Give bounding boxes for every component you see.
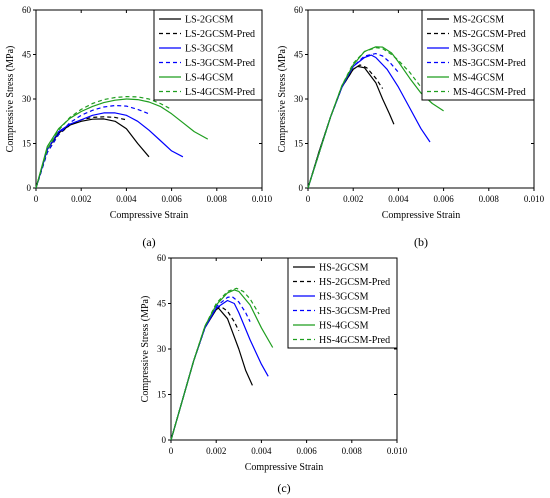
panel-label: (b) — [414, 235, 428, 249]
y-tick-label: 15 — [157, 390, 167, 400]
series-line-ls-2gcsm — [35, 118, 150, 189]
legend-label: MS-3GCSM-Pred — [453, 58, 526, 69]
series-line-ls-2gcsm-pred — [35, 116, 127, 189]
legend-box — [421, 9, 535, 101]
legend-label: HS-4GCSM — [319, 321, 369, 332]
y-tick-label: 0 — [299, 183, 304, 193]
legend-label: MS-2GCSM-Pred — [453, 29, 526, 40]
x-tick-label: 0.010 — [524, 194, 545, 204]
legend-label: HS-3GCSM-Pred — [319, 306, 390, 317]
legend-label: LS-2GCSM — [185, 15, 233, 26]
legend-label: LS-3GCSM — [185, 44, 233, 55]
chart-panel-1: 0 0.002 0.004 0.006 0.008 0.010 0 15 30 45 60 Compr… — [5, 5, 273, 249]
x-tick-label: 0.004 — [388, 194, 409, 204]
chart-panel-2: 0 0.002 0.004 0.006 0.008 0.010 0 15 30 45 60 Compr… — [277, 5, 545, 249]
legend-box — [287, 257, 398, 349]
legend-label: LS-2GCSM-Pred — [185, 29, 255, 40]
series-line-ms-2gcsm — [307, 65, 395, 189]
y-tick-label: 60 — [157, 253, 167, 263]
series-line-hs-4gcsm — [170, 289, 274, 441]
x-tick-label: 0.010 — [252, 194, 273, 204]
y-tick-label: 30 — [157, 344, 167, 354]
x-tick-label: 0.008 — [342, 446, 363, 456]
y-tick-label: 45 — [22, 50, 32, 60]
series-line-ms-4gcsm-pred — [307, 47, 422, 189]
y-tick-label: 30 — [294, 94, 304, 104]
panel-label: (c) — [277, 481, 290, 495]
series-line-hs-4gcsm-pred — [170, 287, 260, 441]
legend: LS-2GCSM LS-2GCSM-Pred LS-3GCSM LS-3GCSM-Pr… — [153, 9, 263, 101]
series-line-hs-2gcsm-pred — [170, 305, 240, 441]
series-line-ms-3gcsm — [307, 54, 431, 189]
panel-label: (a) — [142, 235, 155, 249]
x-tick-label: 0.004 — [251, 446, 272, 456]
y-tick-label: 0 — [162, 435, 167, 445]
x-tick-label: 0 — [169, 446, 174, 456]
legend-label: HS-2GCSM-Pred — [319, 277, 390, 288]
x-tick-label: 0.006 — [433, 194, 454, 204]
series-line-hs-2gcsm — [170, 307, 253, 441]
x-tick-label: 0.002 — [343, 194, 363, 204]
x-tick-label: 0 — [34, 194, 39, 204]
legend-label: LS-4GCSM — [185, 73, 233, 84]
series-line-hs-3gcsm-pred — [170, 295, 251, 441]
legend: HS-2GCSM HS-2GCSM-Pred HS-3GCSM HS-3GCSM-Pr… — [287, 257, 398, 349]
y-tick-label: 60 — [22, 5, 32, 15]
x-tick-label: 0.008 — [207, 194, 228, 204]
legend-label: HS-4GCSM-Pred — [319, 335, 390, 346]
series-line-hs-3gcsm — [170, 299, 269, 441]
x-tick-label: 0.006 — [161, 194, 182, 204]
y-tick-label: 15 — [22, 139, 32, 149]
series-line-ls-3gcsm-pred — [35, 104, 150, 189]
legend-label: HS-3GCSM — [319, 292, 369, 303]
legend-label: LS-4GCSM-Pred — [185, 87, 255, 98]
series-line-ls-4gcsm — [35, 98, 209, 189]
chart-panel-3: 0 0.002 0.004 0.006 0.008 0.010 0 15 30 45 60 Compr… — [140, 253, 408, 495]
x-axis-title: Compressive Strain — [382, 210, 461, 221]
y-axis-title: Compressive Stress (MPa) — [5, 46, 16, 153]
x-tick-label: 0.002 — [206, 446, 226, 456]
y-tick-label: 0 — [27, 183, 32, 193]
y-axis-title: Compressive Stress (MPa) — [140, 296, 151, 403]
x-tick-label: 0.004 — [116, 194, 137, 204]
y-tick-label: 60 — [294, 5, 304, 15]
x-axis-title: Compressive Strain — [110, 210, 189, 221]
x-axis-title: Compressive Strain — [245, 462, 324, 473]
legend-label: MS-2GCSM — [453, 15, 504, 26]
y-tick-label: 30 — [22, 94, 32, 104]
y-tick-label: 45 — [294, 50, 304, 60]
y-tick-label: 45 — [157, 299, 167, 309]
series-line-ls-3gcsm — [35, 112, 184, 189]
series-line-ms-2gcsm-pred — [307, 64, 384, 189]
y-axis-title: Compressive Stress (MPa) — [277, 46, 288, 153]
legend: MS-2GCSM MS-2GCSM-Pred MS-3GCSM MS-3GCSM-Pr… — [421, 9, 535, 101]
legend-label: MS-4GCSM — [453, 73, 504, 84]
y-tick-label: 15 — [294, 139, 304, 149]
legend-box — [153, 9, 263, 101]
x-tick-label: 0.002 — [71, 194, 91, 204]
legend-label: HS-2GCSM — [319, 263, 369, 274]
legend-label: LS-3GCSM-Pred — [185, 58, 255, 69]
series-line-ms-3gcsm-pred — [307, 53, 399, 189]
x-tick-label: 0.010 — [387, 446, 408, 456]
series-line-ls-4gcsm-pred — [35, 96, 172, 189]
legend-label: MS-3GCSM — [453, 44, 504, 55]
x-tick-label: 0.008 — [479, 194, 500, 204]
legend-label: MS-4GCSM-Pred — [453, 87, 526, 98]
x-tick-label: 0.006 — [296, 446, 317, 456]
x-tick-label: 0 — [306, 194, 311, 204]
